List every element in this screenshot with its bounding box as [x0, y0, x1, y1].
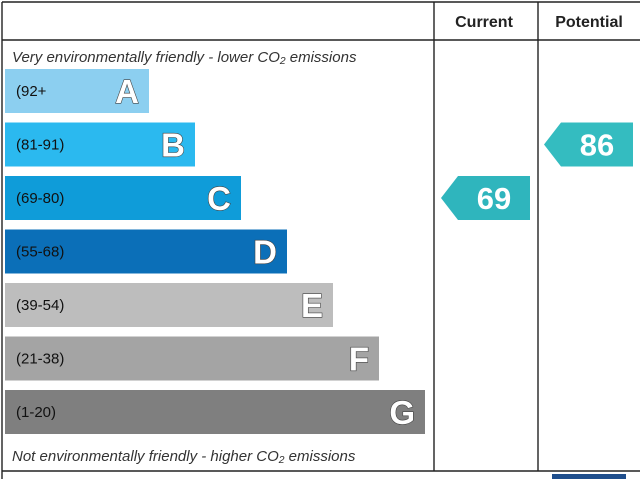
band-f-range: (21-38) [16, 351, 64, 368]
potential-rating-value: 86 [580, 128, 614, 163]
band-d-letter: D [253, 234, 277, 271]
band-e: (39-54) E [5, 283, 333, 327]
band-g-letter: G [389, 394, 415, 431]
band-d: (55-68) D [5, 229, 287, 274]
band-f-bar [5, 336, 379, 381]
footer-stripe [552, 474, 626, 479]
band-c-letter: C [207, 180, 231, 217]
band-f-letter: F [349, 341, 369, 378]
potential-rating-arrow [544, 122, 633, 167]
current-rating-arrow [441, 176, 530, 220]
band-a: (92+ A [5, 69, 149, 113]
rating-markers: 69 86 [441, 122, 633, 220]
band-b-letter: B [161, 127, 185, 164]
band-d-bar [5, 229, 287, 274]
band-f: (21-38) F [5, 336, 379, 381]
current-rating-marker: 69 [441, 176, 530, 220]
band-b-range: (81-91) [16, 137, 64, 154]
band-a-letter: A [115, 73, 139, 110]
band-b-bar [5, 122, 195, 167]
band-e-bar [5, 283, 333, 327]
band-c: (69-80) C [5, 176, 241, 220]
band-e-range: (39-54) [16, 297, 64, 314]
band-g: (1-20) G [5, 390, 425, 434]
bottom-note: Not environmentally friendly - higher CO… [12, 448, 356, 465]
rating-bands: (92+ A (81-91) B (69-80) C (55-68) D (39-54) E (21… [5, 69, 425, 434]
band-c-bar [5, 176, 241, 220]
top-note: Very environmentally friendly - lower CO… [12, 49, 357, 66]
current-rating-value: 69 [477, 181, 511, 216]
band-g-range: (1-20) [16, 404, 56, 421]
band-b: (81-91) B [5, 122, 195, 167]
potential-column-header: Potential [555, 14, 623, 31]
band-e-letter: E [301, 287, 323, 324]
band-a-range: (92+ [16, 83, 47, 100]
current-column-header: Current [455, 14, 513, 31]
band-c-range: (69-80) [16, 190, 64, 207]
band-a-bar [5, 69, 149, 113]
band-g-bar [5, 390, 425, 434]
potential-rating-marker: 86 [544, 122, 633, 167]
band-d-range: (55-68) [16, 244, 64, 261]
